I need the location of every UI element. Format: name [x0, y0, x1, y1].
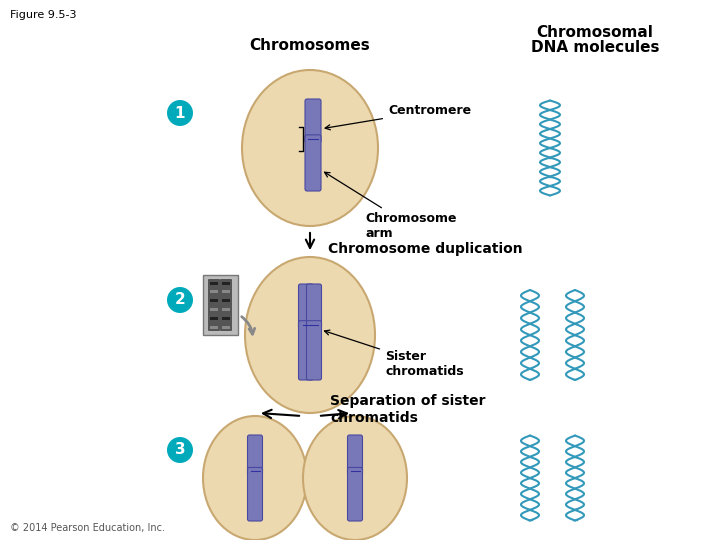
FancyBboxPatch shape: [307, 321, 322, 380]
Text: Chromosome
arm: Chromosome arm: [325, 172, 456, 240]
Text: Centromere: Centromere: [325, 104, 471, 130]
Bar: [210, 299, 218, 302]
Circle shape: [167, 100, 193, 126]
Ellipse shape: [303, 416, 407, 540]
FancyBboxPatch shape: [208, 279, 220, 331]
Text: 3: 3: [175, 442, 185, 457]
FancyBboxPatch shape: [299, 284, 313, 329]
FancyBboxPatch shape: [307, 284, 322, 329]
Ellipse shape: [242, 70, 378, 226]
Bar: [222, 299, 230, 302]
FancyBboxPatch shape: [220, 279, 232, 331]
FancyBboxPatch shape: [348, 435, 362, 475]
Text: Sister
chromatids: Sister chromatids: [325, 330, 464, 377]
Text: Figure 9.5-3: Figure 9.5-3: [10, 10, 76, 20]
Text: Separation of sister
chromatids: Separation of sister chromatids: [330, 394, 485, 424]
Bar: [222, 326, 230, 328]
Bar: [202, 275, 238, 335]
FancyBboxPatch shape: [248, 435, 263, 475]
Bar: [222, 316, 230, 320]
Circle shape: [167, 287, 193, 313]
FancyBboxPatch shape: [348, 468, 362, 521]
Bar: [222, 281, 230, 285]
Bar: [210, 291, 218, 293]
Ellipse shape: [203, 416, 307, 540]
Bar: [210, 308, 218, 311]
Circle shape: [167, 437, 193, 463]
FancyBboxPatch shape: [248, 468, 263, 521]
Bar: [210, 326, 218, 328]
Text: © 2014 Pearson Education, Inc.: © 2014 Pearson Education, Inc.: [10, 523, 165, 533]
Text: Chromosome duplication: Chromosome duplication: [328, 242, 523, 256]
Text: 1: 1: [175, 105, 185, 120]
Text: DNA molecules: DNA molecules: [531, 40, 660, 55]
Bar: [210, 316, 218, 320]
Bar: [210, 281, 218, 285]
Bar: [222, 291, 230, 293]
Text: Chromosomes: Chromosomes: [250, 38, 370, 53]
Ellipse shape: [245, 257, 375, 413]
FancyBboxPatch shape: [299, 321, 313, 380]
FancyBboxPatch shape: [305, 99, 321, 143]
FancyBboxPatch shape: [305, 135, 321, 191]
Bar: [222, 308, 230, 311]
Text: Chromosomal: Chromosomal: [536, 25, 654, 40]
Text: 2: 2: [175, 293, 185, 307]
